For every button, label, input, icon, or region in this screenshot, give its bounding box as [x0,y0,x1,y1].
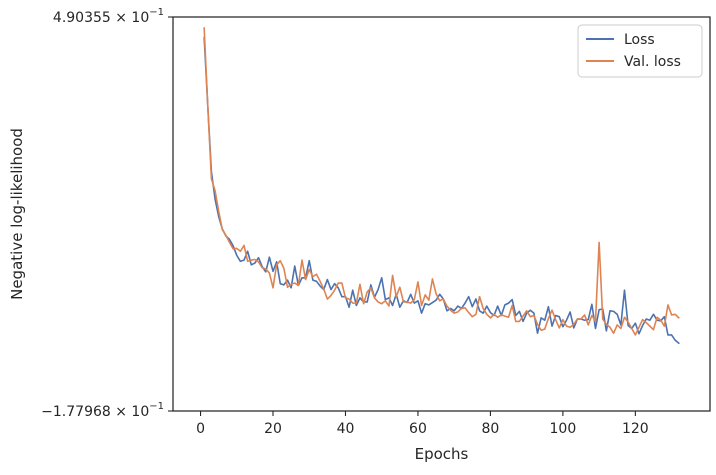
x-tick-label: 80 [482,421,500,437]
x-tick-label: 20 [264,421,282,437]
plot-lines [203,27,680,345]
x-tick-label: 120 [622,421,649,437]
x-tick-label: 60 [409,421,427,437]
y-tick-label: 4.90355 × 10−1 [53,7,164,26]
legend-label: Loss [624,32,655,48]
x-axis: 0 20 40 60 80 100 120 [196,411,649,437]
x-tick-label: 0 [196,421,205,437]
plot-frame [172,16,711,412]
x-axis-label: Epochs [415,445,469,463]
series-line-val-loss [203,27,680,336]
legend-label: Val. loss [624,54,681,70]
x-tick-label: 100 [550,421,577,437]
series-line-loss [203,36,680,345]
x-tick-label: 40 [337,421,355,437]
y-axis: −1.77968 × 10−1 4.90355 × 10−1 [41,7,173,420]
y-tick-label: −1.77968 × 10−1 [41,401,164,420]
y-axis-label: Negative log-likelihood [8,128,26,300]
legend: Loss Val. loss [577,24,703,78]
